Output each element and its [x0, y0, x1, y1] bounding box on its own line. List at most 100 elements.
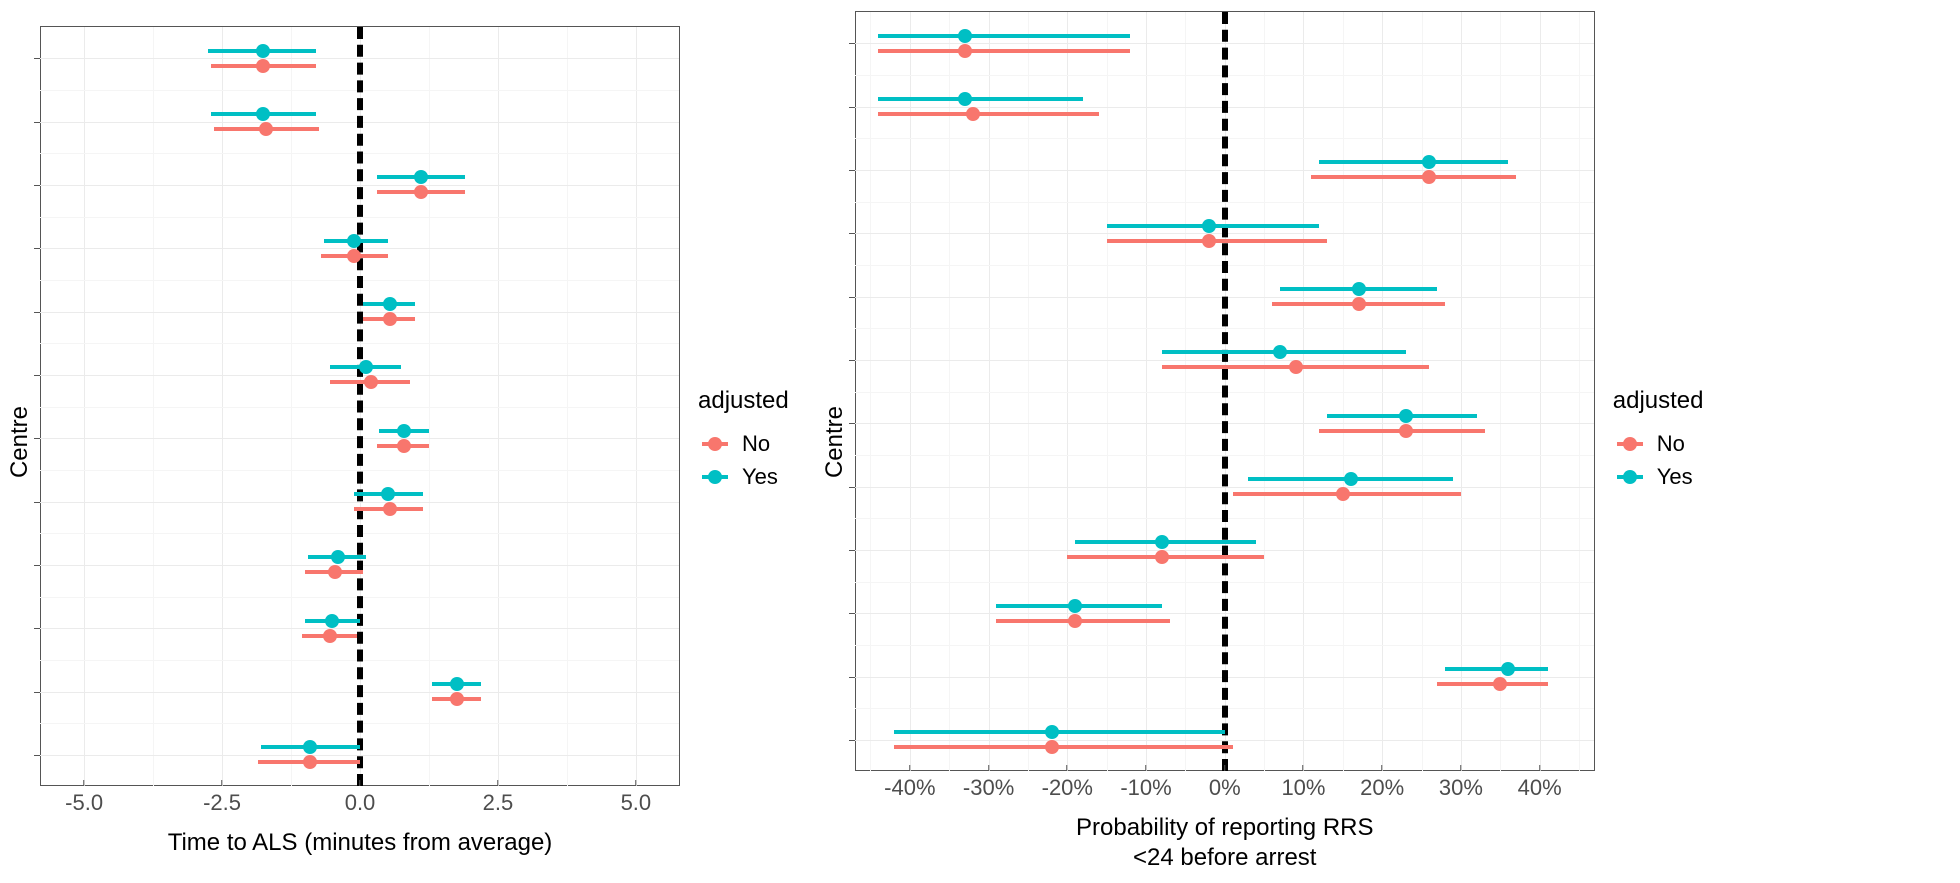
legend-item-yes: Yes — [698, 463, 789, 491]
point — [1336, 487, 1350, 501]
x-tick-label: -10% — [1120, 775, 1171, 801]
x-tick-mark — [1381, 765, 1382, 771]
legend-label: Yes — [1657, 464, 1693, 490]
errorbar — [894, 745, 1233, 749]
point — [1422, 155, 1436, 169]
figure: Centre -5.0-2.50.02.55.0 Time to ALS (mi… — [0, 0, 1960, 883]
plot-area-right — [855, 11, 1595, 771]
panel-right: -40%-30%-20%-10%0%10%20%30%40% Probabili… — [855, 11, 1595, 873]
x-tick-label: -30% — [963, 775, 1014, 801]
legend-swatch — [698, 430, 732, 458]
x-tick-label: 30% — [1439, 775, 1483, 801]
legend-item-yes: Yes — [1613, 463, 1704, 491]
point — [359, 360, 373, 374]
x-axis-title-line: Time to ALS (minutes from average) — [40, 828, 680, 858]
x-tick-label: 20% — [1360, 775, 1404, 801]
point — [383, 502, 397, 516]
reference-line — [1222, 12, 1228, 771]
point — [1493, 677, 1507, 691]
x-tick-mark — [1067, 765, 1068, 771]
point — [1344, 472, 1358, 486]
x-tick-mark — [83, 780, 84, 786]
legend-swatch — [1613, 430, 1647, 458]
x-ticks-right: -40%-30%-20%-10%0%10%20%30%40% — [855, 771, 1595, 811]
errorbar — [878, 97, 1083, 101]
x-tick-label: -20% — [1042, 775, 1093, 801]
point — [347, 249, 361, 263]
x-tick-mark — [1145, 765, 1146, 771]
legend-swatch — [698, 463, 732, 491]
point — [364, 375, 378, 389]
x-tick-mark — [909, 765, 910, 771]
point — [450, 692, 464, 706]
errorbar — [996, 619, 1169, 623]
point — [256, 107, 270, 121]
point — [1422, 170, 1436, 184]
point — [1352, 282, 1366, 296]
x-ticks-left: -5.0-2.50.02.55.0 — [40, 786, 680, 826]
x-tick-label: -40% — [884, 775, 935, 801]
point — [397, 424, 411, 438]
point — [1202, 234, 1216, 248]
x-tick-mark — [635, 780, 636, 786]
x-tick-label: 0.0 — [345, 790, 376, 816]
point — [1045, 740, 1059, 754]
errorbar — [878, 34, 1130, 38]
errorbar — [1445, 667, 1547, 671]
plot-area-left — [40, 26, 680, 786]
x-axis-title-line: <24 before arrest — [855, 843, 1595, 873]
reference-line — [357, 27, 363, 786]
x-tick-mark — [1539, 765, 1540, 771]
point — [1352, 297, 1366, 311]
x-tick-label: -2.5 — [203, 790, 241, 816]
y-axis-title: Centre — [821, 405, 849, 477]
point — [1501, 662, 1515, 676]
point — [303, 755, 317, 769]
point — [259, 122, 273, 136]
point — [256, 44, 270, 58]
y-axis-title: Centre — [6, 405, 34, 477]
point — [331, 550, 345, 564]
point — [1068, 614, 1082, 628]
x-axis-title-right: Probability of reporting RRS<24 before a… — [855, 811, 1595, 873]
point — [347, 234, 361, 248]
point — [1289, 360, 1303, 374]
point — [1155, 550, 1169, 564]
x-tick-label: 10% — [1281, 775, 1325, 801]
errorbar — [1107, 239, 1327, 243]
legend-left: adjusted No Yes — [680, 387, 815, 496]
x-tick-mark — [1303, 765, 1304, 771]
point — [397, 439, 411, 453]
legend-title: adjusted — [1613, 387, 1704, 415]
point — [381, 487, 395, 501]
x-axis-title-line: Probability of reporting RRS — [855, 813, 1595, 843]
point — [383, 312, 397, 326]
point — [325, 614, 339, 628]
legend-item-no: No — [698, 430, 789, 458]
legend-items: No Yes — [698, 425, 789, 496]
legend-right: adjusted No Yes — [1595, 387, 1730, 496]
x-tick-label: 5.0 — [621, 790, 652, 816]
legend-label: No — [1657, 431, 1685, 457]
legend-swatch — [1613, 463, 1647, 491]
point — [303, 740, 317, 754]
panel-group-right: Centre -40%-30%-20%-10%0%10%20%30%40% Pr… — [815, 0, 1595, 883]
x-tick-mark — [497, 780, 498, 786]
legend-label: Yes — [742, 464, 778, 490]
point — [1399, 424, 1413, 438]
x-tick-mark — [221, 780, 222, 786]
panel-left: -5.0-2.50.02.55.0 Time to ALS (minutes f… — [40, 26, 680, 858]
errorbar — [1319, 160, 1508, 164]
point — [450, 677, 464, 691]
errorbar — [1311, 175, 1516, 179]
errorbar — [894, 730, 1225, 734]
point — [328, 565, 342, 579]
point — [958, 29, 972, 43]
legend-items: No Yes — [1613, 425, 1704, 496]
point — [1399, 409, 1413, 423]
legend-item-no: No — [1613, 430, 1704, 458]
x-tick-mark — [988, 765, 989, 771]
legend-title: adjusted — [698, 387, 789, 415]
point — [414, 170, 428, 184]
x-tick-mark — [359, 780, 360, 786]
